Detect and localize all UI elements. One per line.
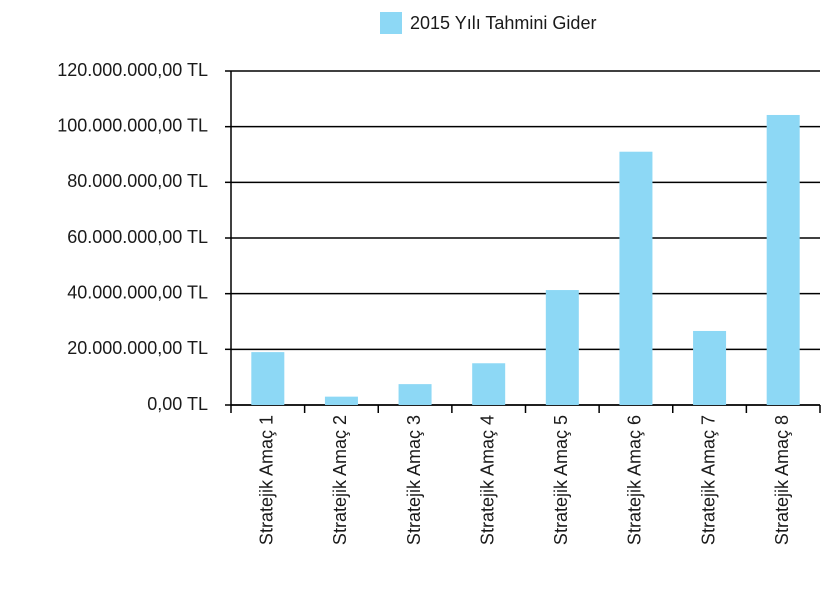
x-tick-label: Stratejik Amaç 3 (404, 415, 424, 545)
y-tick-label: 100.000.000,00 TL (57, 115, 208, 135)
x-tick-label: Stratejik Amaç 4 (477, 415, 497, 545)
x-tick-label: Stratejik Amaç 2 (330, 415, 350, 545)
bar (324, 396, 358, 405)
x-tick-label: Stratejik Amaç 6 (625, 415, 645, 545)
y-tick-label: 80.000.000,00 TL (67, 171, 208, 191)
y-tick-label: 20.000.000,00 TL (67, 338, 208, 358)
x-tick-label: Stratejik Amaç 5 (551, 415, 571, 545)
y-tick-label: 0,00 TL (147, 394, 208, 414)
y-tick-label: 120.000.000,00 TL (57, 60, 208, 80)
legend-label: 2015 Yılı Tahmini Gider (410, 13, 596, 33)
bar (545, 290, 579, 405)
x-tick-label: Stratejik Amaç 7 (698, 415, 718, 545)
y-tick-label: 40.000.000,00 TL (67, 282, 208, 302)
legend-swatch (380, 12, 402, 34)
bar (693, 330, 727, 405)
x-tick-label: Stratejik Amaç 1 (257, 415, 277, 545)
bar (251, 352, 285, 405)
x-tick-label: Stratejik Amaç 8 (772, 415, 792, 545)
bar (619, 151, 653, 405)
bar (398, 384, 432, 405)
y-tick-label: 60.000.000,00 TL (67, 227, 208, 247)
bar (766, 114, 800, 405)
bar (472, 363, 506, 405)
